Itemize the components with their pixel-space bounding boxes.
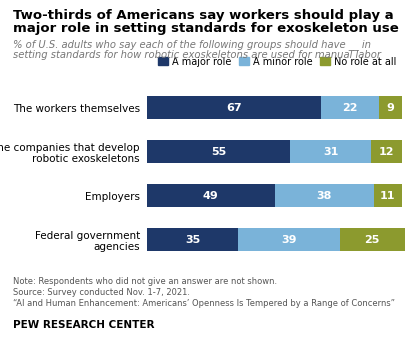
Text: Note: Respondents who did not give an answer are not shown.: Note: Respondents who did not give an an…: [13, 277, 277, 286]
Bar: [147, 184, 275, 207]
Text: 38: 38: [316, 191, 332, 201]
Text: 9: 9: [386, 103, 394, 113]
Text: “AI and Human Enhancement: Americans’ Openness Is Tempered by a Range of Concern: “AI and Human Enhancement: Americans’ Op…: [13, 299, 395, 308]
Bar: [373, 184, 402, 207]
Text: setting standards for how robotic exoskeletons are used for manual labor: setting standards for how robotic exoske…: [13, 50, 381, 60]
Bar: [379, 96, 402, 119]
Text: 35: 35: [185, 235, 200, 245]
Text: PEW RESEARCH CENTER: PEW RESEARCH CENTER: [13, 320, 154, 330]
Text: 22: 22: [342, 103, 358, 113]
Text: 67: 67: [226, 103, 242, 113]
Bar: [321, 96, 379, 119]
Text: Source: Survey conducted Nov. 1-7, 2021.: Source: Survey conducted Nov. 1-7, 2021.: [13, 288, 189, 297]
Bar: [275, 184, 373, 207]
Bar: [340, 228, 405, 251]
Bar: [147, 140, 290, 163]
Text: Two-thirds of Americans say workers should play a: Two-thirds of Americans say workers shou…: [13, 9, 393, 22]
Bar: [371, 140, 402, 163]
Bar: [147, 228, 238, 251]
Bar: [290, 140, 371, 163]
Text: 31: 31: [323, 147, 338, 157]
Text: % of U.S. adults who say each of the following groups should have __ in: % of U.S. adults who say each of the fol…: [13, 40, 370, 51]
Legend: A major role, A minor role, No role at all: A major role, A minor role, No role at a…: [155, 53, 400, 71]
Text: 49: 49: [203, 191, 219, 201]
Bar: [147, 96, 321, 119]
Text: 11: 11: [380, 191, 396, 201]
Bar: [238, 228, 340, 251]
Text: 25: 25: [365, 235, 380, 245]
Text: 12: 12: [379, 147, 394, 157]
Text: major role in setting standards for exoskeleton use: major role in setting standards for exos…: [13, 22, 398, 35]
Text: 39: 39: [281, 235, 297, 245]
Text: 55: 55: [211, 147, 226, 157]
